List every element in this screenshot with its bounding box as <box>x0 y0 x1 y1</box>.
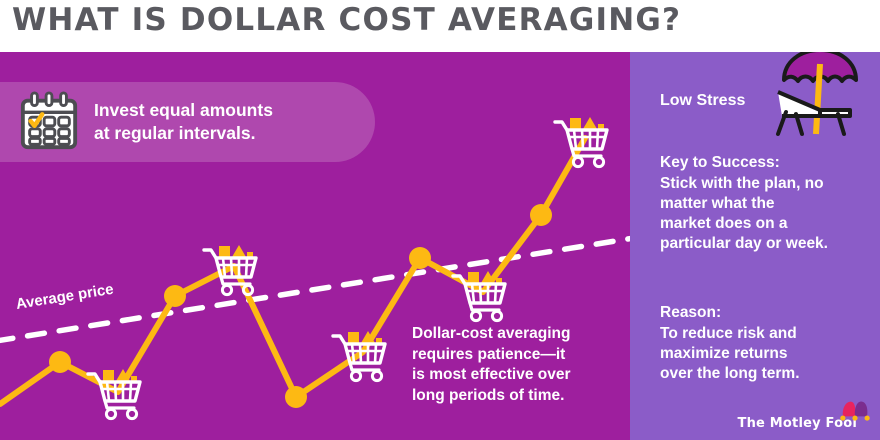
motley-fool-logo[interactable]: The Motley Fool <box>738 399 871 432</box>
beach-umbrella-chair-icon <box>776 52 858 136</box>
price-point-marker <box>530 204 552 226</box>
price-point-marker <box>164 285 186 307</box>
key-to-success-title: Key to Success: <box>660 154 780 171</box>
calendar-check-icon <box>20 91 78 150</box>
key-line-1: Stick with the plan, no <box>660 175 824 192</box>
reason-title: Reason: <box>660 304 722 321</box>
side-panel: Low Stress Key to Success: Stick with th… <box>630 52 880 440</box>
purchase-cart-icon <box>86 367 142 421</box>
chart-note-line-2: requires patience—it <box>412 345 566 363</box>
key-line-2: matter what the <box>660 195 775 213</box>
callout-line-2: at regular intervals. <box>94 123 256 143</box>
key-line-3: market does on a <box>660 215 788 233</box>
reason-text: To reduce risk and maximize returns over… <box>660 324 876 384</box>
callout-text: Invest equal amounts at regular interval… <box>94 99 273 145</box>
price-point-marker <box>49 351 71 373</box>
callout-line-1: Invest equal amounts <box>94 99 273 120</box>
price-point-marker <box>409 247 431 269</box>
chart-note-line-1: Dollar-cost averaging <box>412 325 571 342</box>
chart-note-line-3: is most effective over <box>412 366 571 384</box>
price-point-marker <box>285 386 307 408</box>
side-panel-heading: Low Stress <box>660 92 746 109</box>
reason-line-3: over the long term. <box>660 365 800 383</box>
reason-block: Reason: To reduce risk and maximize retu… <box>660 304 876 384</box>
chart-note-line-4: long periods of time. <box>412 386 565 404</box>
key-to-success-block: Key to Success: Stick with the plan, no … <box>660 154 876 255</box>
header: WHAT IS DOLLAR COST AVERAGING? <box>0 0 880 52</box>
logo-text: The Motley Fool <box>737 416 857 431</box>
reason-line-2: maximize returns <box>660 345 788 363</box>
jester-hat-icon <box>840 401 870 421</box>
chart-panel: Average price Dollar-cost averaging requ… <box>0 52 630 440</box>
purchase-cart-icon <box>451 269 507 323</box>
key-line-4: particular day or week. <box>660 235 828 253</box>
price-chart <box>0 115 630 421</box>
average-price-line <box>0 235 630 344</box>
callout-banner: Invest equal amounts at regular interval… <box>0 82 375 162</box>
page-title: WHAT IS DOLLAR COST AVERAGING? <box>12 2 682 38</box>
key-to-success-text: Stick with the plan, no matter what the … <box>660 174 876 255</box>
reason-line-1: To reduce risk and <box>660 325 797 342</box>
chart-note: Dollar-cost averaging requires patience—… <box>412 324 627 406</box>
